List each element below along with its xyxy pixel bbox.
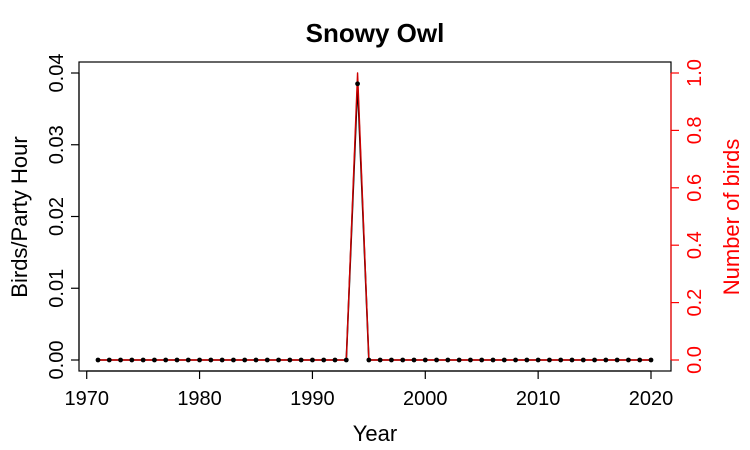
y-right-tick-label: 1.0 bbox=[684, 59, 706, 87]
data-point bbox=[106, 357, 112, 363]
data-point bbox=[140, 357, 146, 363]
data-point bbox=[411, 357, 417, 363]
data-point bbox=[524, 357, 530, 363]
y-left-tick-label: 0.01 bbox=[46, 269, 68, 308]
data-point bbox=[185, 357, 191, 363]
data-point bbox=[163, 357, 169, 363]
data-point bbox=[637, 357, 643, 363]
y-axis-left-label: Birds/Party Hour bbox=[7, 136, 32, 297]
data-point bbox=[129, 357, 135, 363]
data-point bbox=[118, 357, 123, 363]
y-right-tick-label: 0.8 bbox=[684, 116, 706, 144]
y-left-tick-label: 0.00 bbox=[46, 341, 68, 380]
x-tick-label: 1980 bbox=[177, 388, 222, 410]
data-point bbox=[219, 357, 225, 363]
y-left-tick-label: 0.03 bbox=[46, 125, 68, 164]
y-axis-left: 0.00 0.01 0.02 0.03 0.04 bbox=[46, 54, 80, 380]
data-point bbox=[648, 357, 654, 363]
data-point bbox=[355, 81, 360, 87]
data-point bbox=[490, 357, 496, 363]
data-point bbox=[422, 357, 428, 363]
data-point bbox=[366, 357, 372, 363]
data-point bbox=[626, 357, 631, 363]
y-axis-right: 0.0 0.2 0.4 0.6 0.8 1.0 bbox=[670, 59, 706, 374]
data-point bbox=[603, 357, 609, 363]
data-point bbox=[400, 357, 406, 363]
y-right-tick-label: 0.4 bbox=[684, 231, 706, 259]
data-point bbox=[298, 357, 304, 363]
y-right-tick-label: 0.0 bbox=[684, 346, 706, 374]
series-layer bbox=[95, 72, 654, 363]
data-point bbox=[558, 357, 564, 363]
plot-frame bbox=[78, 61, 672, 372]
data-point bbox=[535, 357, 541, 363]
data-point bbox=[253, 357, 259, 363]
data-point bbox=[592, 357, 597, 363]
data-point bbox=[287, 357, 293, 363]
x-tick-label: 1990 bbox=[290, 388, 335, 410]
y-left-tick-label: 0.02 bbox=[46, 197, 68, 236]
data-point bbox=[479, 357, 485, 363]
data-point bbox=[445, 357, 451, 363]
data-point bbox=[343, 357, 349, 363]
series-line-left bbox=[98, 82, 651, 361]
chart-title: Snowy Owl bbox=[306, 18, 445, 48]
x-axis-label: Year bbox=[353, 421, 397, 446]
y-left-tick-label: 0.04 bbox=[46, 54, 68, 93]
x-axis: 1970 1980 1990 2000 2010 2020 bbox=[64, 370, 674, 410]
data-point bbox=[580, 357, 586, 363]
data-point bbox=[242, 357, 248, 363]
data-point bbox=[332, 357, 338, 363]
data-point bbox=[456, 357, 462, 363]
data-point bbox=[569, 357, 575, 363]
data-point bbox=[468, 357, 473, 363]
y-axis-right-label: Number of birds bbox=[719, 139, 744, 296]
data-point bbox=[501, 357, 507, 363]
data-point bbox=[614, 357, 620, 363]
data-point bbox=[310, 357, 315, 363]
y-right-tick-label: 0.6 bbox=[684, 174, 706, 202]
data-point bbox=[389, 357, 394, 363]
data-point bbox=[152, 357, 157, 363]
data-point bbox=[547, 357, 552, 363]
data-point bbox=[95, 357, 101, 363]
data-point bbox=[377, 357, 383, 363]
data-point bbox=[208, 357, 214, 363]
series-line-right bbox=[98, 72, 651, 361]
x-tick-label: 2000 bbox=[403, 388, 448, 410]
data-point bbox=[197, 357, 202, 363]
data-point bbox=[513, 357, 518, 363]
y-right-tick-label: 0.2 bbox=[684, 289, 706, 317]
data-point bbox=[231, 357, 236, 363]
x-tick-label: 2020 bbox=[629, 388, 674, 410]
data-point bbox=[264, 357, 270, 363]
x-tick-label: 2010 bbox=[516, 388, 561, 410]
data-point bbox=[321, 357, 327, 363]
data-point bbox=[434, 357, 439, 363]
x-tick-label: 1970 bbox=[64, 388, 109, 410]
data-point bbox=[174, 357, 180, 363]
data-point bbox=[276, 357, 281, 363]
